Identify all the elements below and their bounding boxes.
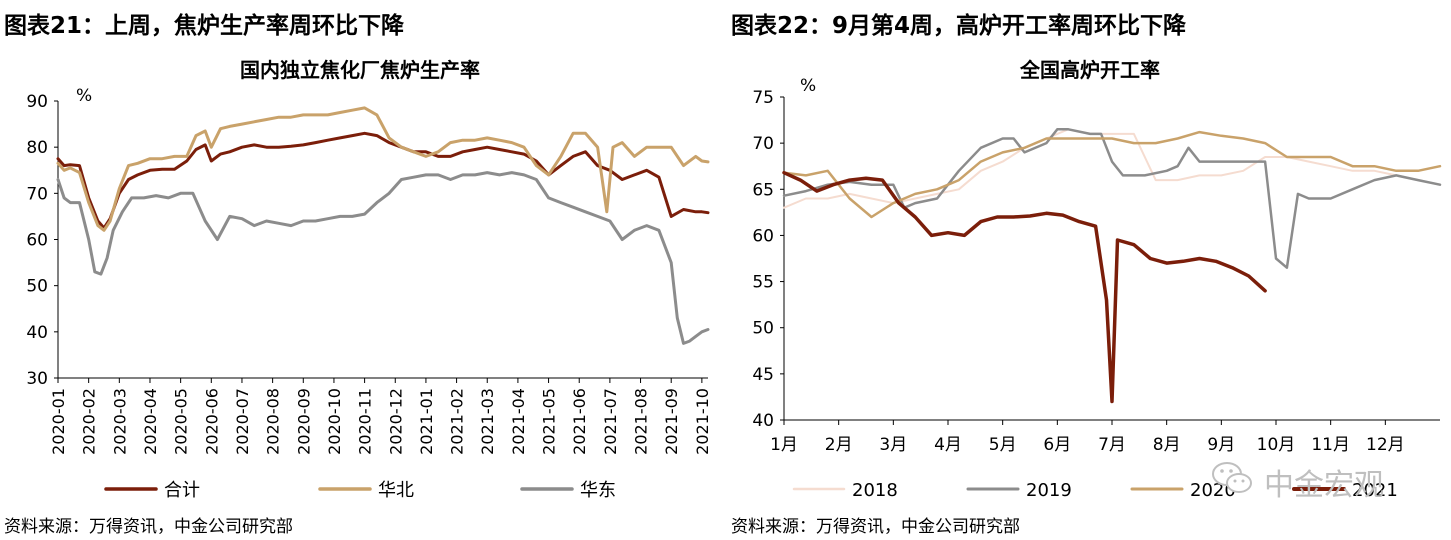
right-x-tick-label: 11月 — [1311, 435, 1350, 455]
right-y-tick-label: 45 — [752, 365, 774, 385]
right-x-tick-label: 10月 — [1257, 435, 1296, 455]
left-x-tick-label: 2021-03 — [478, 388, 497, 455]
left-x-tick-label: 2020-05 — [172, 388, 191, 455]
right-y-tick-label: 60 — [752, 226, 774, 246]
right-x-tick-label: 1月 — [770, 435, 798, 455]
right-y-tick-label: 75 — [752, 88, 774, 108]
right-y-tick-label: 70 — [752, 134, 774, 154]
right-legend-label-1: 2019 — [1026, 480, 1072, 501]
left-x-tick-label: 2021-10 — [693, 388, 712, 455]
left-x-tick-label: 2021-07 — [601, 388, 620, 455]
right-y-tick-label: 40 — [752, 411, 774, 431]
left-x-tick-label: 2020-07 — [233, 388, 252, 455]
left-x-tick-label: 2021-01 — [417, 388, 436, 455]
left-x-tick-label: 2020-04 — [141, 388, 160, 455]
left-x-tick-label: 2020-12 — [386, 388, 405, 455]
left-x-tick-label: 2021-06 — [570, 388, 589, 455]
chart-title-left: 国内独立焦化厂焦炉生产率 — [240, 58, 480, 82]
right-series-line-0 — [783, 128, 1441, 209]
left-x-tick-label: 2020-11 — [356, 388, 375, 455]
right-series-line-1 — [782, 128, 1442, 269]
left-y-tick-label: 50 — [26, 277, 48, 297]
figure-title-left: 图表21：上周，焦炉生产率周环比下降 — [4, 13, 405, 39]
right-x-tick-label: 7月 — [1098, 435, 1126, 455]
left-legend-label-0: 合计 — [164, 480, 200, 501]
left-x-tick-label: 2020-10 — [325, 388, 344, 455]
left-x-tick-label: 2021-09 — [662, 388, 681, 455]
chart-title-right: 全国高炉开工率 — [1020, 58, 1160, 82]
watermark: 中金宏观 — [1202, 454, 1442, 504]
left-y-tick-label: 40 — [26, 323, 48, 343]
right-y-tick-label: 55 — [752, 273, 774, 293]
left-y-unit-label: % — [76, 86, 92, 106]
right-y-tick-label: 65 — [752, 180, 774, 200]
left-x-tick-label: 2020-08 — [264, 388, 283, 455]
left-y-tick-label: 90 — [26, 92, 48, 112]
right-series-line-3 — [782, 170, 1267, 404]
left-legend-label-1: 华北 — [378, 480, 414, 501]
chart-blast-furnace-rate: 40 45 50 55 60 65 70 75% 1月 2月 3月 4月 5月 6月 7月 8月 9月 10月 11… — [752, 76, 1442, 501]
right-x-tick-label: 3月 — [879, 435, 907, 455]
right-y-unit-label: % — [800, 76, 816, 96]
right-x-tick-label: 9月 — [1207, 435, 1235, 455]
left-x-tick-label: 2021-04 — [509, 388, 528, 455]
right-x-tick-label: 6月 — [1043, 435, 1071, 455]
right-x-tick-label: 4月 — [934, 435, 962, 455]
left-x-tick-label: 2020-02 — [80, 388, 99, 455]
left-y-tick-label: 30 — [26, 369, 48, 389]
left-x-tick-label: 2021-05 — [540, 388, 559, 455]
left-y-tick-label: 80 — [26, 138, 48, 158]
left-x-tick-label: 2020-01 — [49, 388, 68, 455]
right-x-tick-label: 8月 — [1153, 435, 1181, 455]
left-legend-label-2: 华东 — [580, 480, 616, 501]
left-x-tick-label: 2020-06 — [202, 388, 221, 455]
right-y-tick-label: 50 — [752, 319, 774, 339]
left-x-tick-label: 2020-09 — [294, 388, 313, 455]
watermark-text: 中金宏观 — [1264, 468, 1384, 503]
left-x-tick-label: 2021-08 — [632, 388, 651, 455]
source-left: 资料来源：万得资讯，中金公司研究部 — [4, 517, 293, 537]
right-x-tick-label: 2月 — [825, 435, 853, 455]
left-y-tick-label: 60 — [26, 231, 48, 251]
chart-coke-oven-rate: 30 40 50 60 70 80 90 % 2020-01 2020-02 2020-03 2020… — [26, 86, 712, 501]
left-x-tick-label: 2020-03 — [110, 388, 129, 455]
left-series-line-1 — [56, 106, 710, 232]
left-series-line-2 — [56, 171, 710, 345]
right-series-line-2 — [782, 130, 1442, 219]
right-legend-label-3: 2021 — [1352, 480, 1398, 501]
right-x-tick-label: 5月 — [989, 435, 1017, 455]
figure-title-right: 图表22：9月第4周，高炉开工率周环比下降 — [731, 13, 1187, 39]
left-x-tick-label: 2021-02 — [448, 388, 467, 455]
wechat-icon — [1212, 462, 1252, 493]
right-x-tick-label: 12月 — [1366, 435, 1405, 455]
source-right: 资料来源：万得资讯，中金公司研究部 — [731, 517, 1020, 537]
left-y-tick-label: 70 — [26, 184, 48, 204]
right-legend-label-0: 2018 — [852, 480, 898, 501]
